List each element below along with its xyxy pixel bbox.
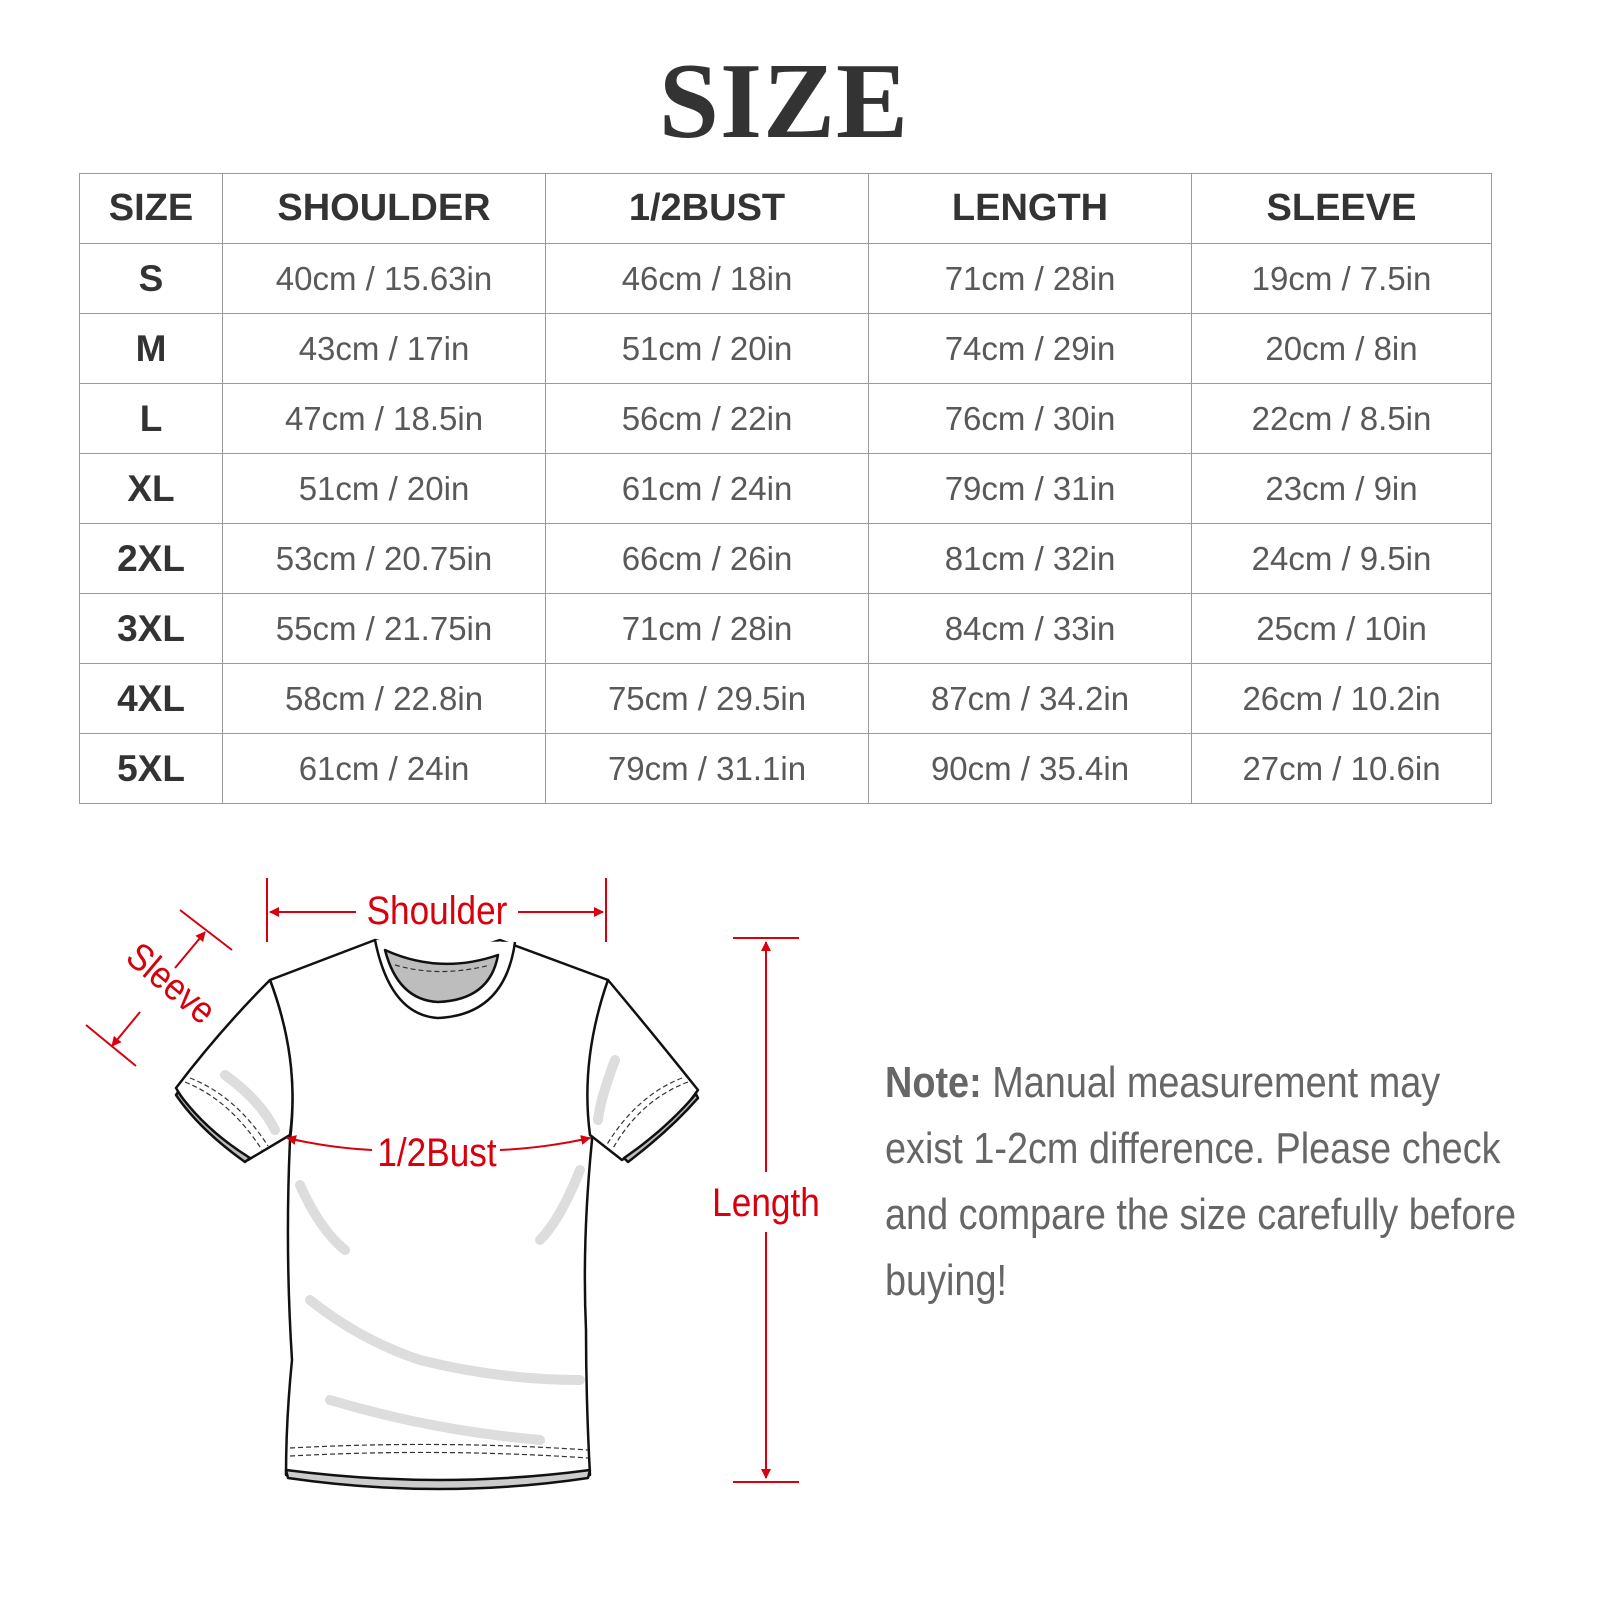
length-measure (733, 937, 799, 1483)
table-row: 4XL 58cm / 22.8in 75cm / 29.5in 87cm / 34.2… (79, 663, 1492, 734)
table-row: XL 51cm / 20in 61cm / 24in 79cm / 31in 23cm … (79, 453, 1492, 524)
size-cell: M (79, 313, 223, 384)
measurement-cell: 55cm / 21.75in (222, 593, 546, 664)
bust-label: 1/2Bust (377, 1130, 497, 1175)
size-cell: 5XL (79, 733, 223, 804)
measurement-cell: 75cm / 29.5in (545, 663, 869, 734)
measurement-cell: 23cm / 9in (1191, 453, 1492, 524)
measurement-cell: 76cm / 30in (868, 383, 1192, 454)
measurement-cell: 79cm / 31.1in (545, 733, 869, 804)
measurement-cell: 26cm / 10.2in (1191, 663, 1492, 734)
measurement-cell: 61cm / 24in (222, 733, 546, 804)
size-cell: S (79, 243, 223, 314)
table-row: 3XL 55cm / 21.75in 71cm / 28in 84cm / 33in 2… (79, 593, 1492, 664)
measurement-cell: 58cm / 22.8in (222, 663, 546, 734)
tshirt-illustration (174, 938, 700, 1491)
measurement-cell: 61cm / 24in (545, 453, 869, 524)
size-cell: 4XL (79, 663, 223, 734)
measurement-cell: 46cm / 18in (545, 243, 869, 314)
header-cell: 1/2BUST (545, 173, 869, 244)
table-row: S 40cm / 15.63in 46cm / 18in 71cm / 28in 19c… (79, 243, 1492, 314)
table-header-row: SIZE SHOULDER 1/2BUST LENGTH SLEEVE (79, 173, 1492, 244)
measurement-cell: 22cm / 8.5in (1191, 383, 1492, 454)
note: Note: Manual measurement may exist 1-2cm… (885, 1050, 1521, 1314)
measurement-cell: 43cm / 17in (222, 313, 546, 384)
header-cell: LENGTH (868, 173, 1192, 244)
measurement-cell: 51cm / 20in (545, 313, 869, 384)
table-row: L 47cm / 18.5in 56cm / 22in 76cm / 30in 22cm… (79, 383, 1492, 454)
measurement-cell: 84cm / 33in (868, 593, 1192, 664)
measurement-cell: 51cm / 20in (222, 453, 546, 524)
fold-shading (220, 1055, 620, 1445)
table-row: 2XL 53cm / 20.75in 66cm / 26in 81cm / 32in 2… (79, 523, 1492, 594)
measurement-cell: 27cm / 10.6in (1191, 733, 1492, 804)
shoulder-label: Shoulder (367, 888, 508, 933)
measurement-cell: 25cm / 10in (1191, 593, 1492, 664)
page-title: SIZE (658, 42, 910, 161)
shoulder-measure (266, 878, 607, 942)
measurement-cell: 66cm / 26in (545, 523, 869, 594)
size-cell: 3XL (79, 593, 223, 664)
header-cell: SLEEVE (1191, 173, 1492, 244)
size-cell: XL (79, 453, 223, 524)
measurement-cell: 81cm / 32in (868, 523, 1192, 594)
sleeve-measure (85, 909, 233, 1067)
table-row: M 43cm / 17in 51cm / 20in 74cm / 29in 20cm /… (79, 313, 1492, 384)
size-table: SIZE SHOULDER 1/2BUST LENGTH SLEEVE S 40c… (79, 173, 1492, 804)
length-label: Length (712, 1180, 820, 1225)
table-row: 5XL 61cm / 24in 79cm / 31.1in 90cm / 35.4in… (79, 733, 1492, 804)
measurement-cell: 53cm / 20.75in (222, 523, 546, 594)
header-cell: SIZE (79, 173, 223, 244)
measurement-cell: 40cm / 15.63in (222, 243, 546, 314)
measurement-cell: 20cm / 8in (1191, 313, 1492, 384)
note-text: Manual measurement may exist 1-2cm diffe… (885, 1058, 1517, 1305)
measurement-cell: 19cm / 7.5in (1191, 243, 1492, 314)
measurement-cell: 71cm / 28in (868, 243, 1192, 314)
measurement-cell: 90cm / 35.4in (868, 733, 1192, 804)
stitching (184, 964, 689, 1459)
measurement-cell: 71cm / 28in (545, 593, 869, 664)
bust-measure (286, 1135, 591, 1151)
size-cell: L (79, 383, 223, 454)
measurement-cell: 24cm / 9.5in (1191, 523, 1492, 594)
measurement-cell: 74cm / 29in (868, 313, 1192, 384)
note-label: Note: (885, 1058, 982, 1107)
measurement-cell: 56cm / 22in (545, 383, 869, 454)
